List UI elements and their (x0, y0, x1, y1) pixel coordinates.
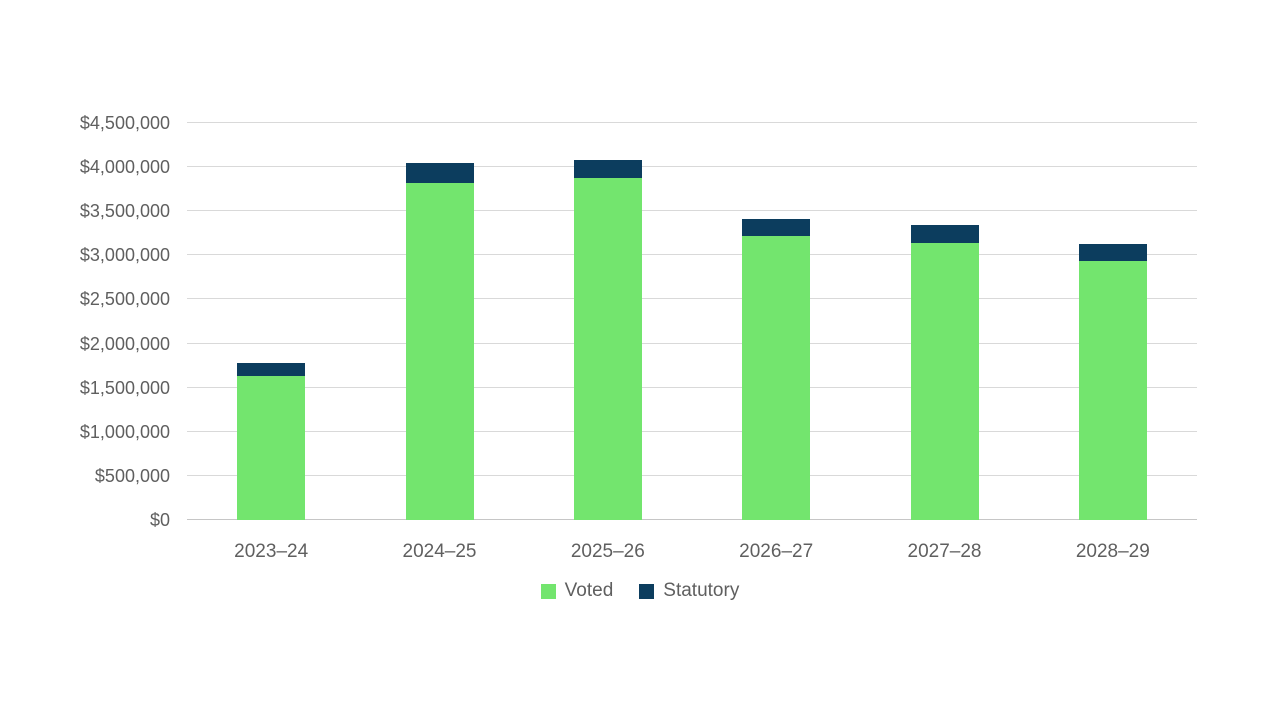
bar-segment-statutory (742, 218, 811, 236)
bar-segment-voted (405, 183, 474, 520)
y-axis-label: $0 (149, 510, 170, 530)
bar-segment-statutory (237, 363, 306, 377)
plot-area: $0 $500,000 $1,000,000 $1,500,000 $2,000,000… (80, 114, 1197, 562)
y-axis-label: $4,000,000 (79, 157, 170, 178)
gridline (187, 122, 1197, 123)
gridline (187, 254, 1197, 256)
y-axis-label: $3,500,000 (79, 201, 170, 222)
y-axis-label: $4,500,000 (79, 113, 170, 133)
gridline (187, 210, 1197, 212)
x-axis-line (187, 519, 1197, 520)
gridline (187, 430, 1197, 432)
y-axis-label: $2,000,000 (79, 333, 170, 354)
legend-label-statutory: Statutory (663, 580, 740, 601)
x-axis-label: 2027–28 (907, 541, 982, 562)
bar-group (573, 123, 642, 520)
bar-segment-statutory (1078, 244, 1147, 262)
bar-group (237, 123, 306, 520)
bar-group (405, 123, 474, 520)
y-axis-label: $2,500,000 (79, 289, 170, 310)
x-axis-label: 2023–24 (234, 541, 309, 562)
legend-label-voted: Voted (564, 580, 614, 601)
x-axis-label: 2026–27 (739, 541, 814, 562)
legend: Voted Statutory (0, 580, 1280, 602)
x-axis-label: 2024–25 (402, 541, 477, 562)
gridline (187, 298, 1197, 300)
x-axis-label: 2028–29 (1075, 541, 1150, 562)
statutory-swatch-icon (639, 583, 655, 599)
bar-segment-voted (910, 243, 979, 520)
bar-segment-voted (573, 177, 642, 520)
bar-segment-voted (742, 235, 811, 520)
y-axis-label: $1,500,000 (79, 377, 170, 398)
bar-segment-voted (237, 376, 306, 520)
voted-swatch-icon (540, 583, 556, 599)
legend-item-voted: Voted (540, 580, 614, 602)
gridline (187, 386, 1197, 388)
gridline (187, 342, 1197, 344)
bar-group (1078, 123, 1147, 520)
bar-segment-statutory (405, 162, 474, 183)
gridline (187, 474, 1197, 476)
legend-item-statutory: Statutory (639, 580, 739, 602)
bar-group (910, 123, 979, 520)
bar-segment-statutory (573, 160, 642, 178)
y-axis-label: $1,000,000 (79, 421, 170, 442)
bar-segment-statutory (910, 225, 979, 244)
bar-segment-voted (1078, 261, 1147, 520)
y-axis-label: $500,000 (94, 465, 170, 486)
bar-group (742, 123, 811, 520)
x-axis-label: 2025–26 (570, 541, 645, 562)
gridline (187, 166, 1197, 168)
y-axis-label: $3,000,000 (79, 245, 170, 266)
